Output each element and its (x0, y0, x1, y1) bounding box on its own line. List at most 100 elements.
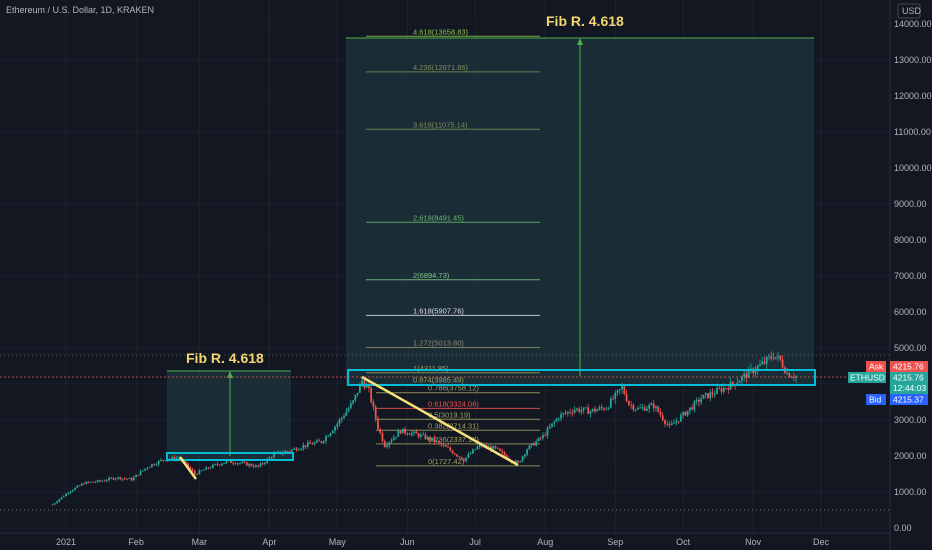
candle (754, 365, 757, 378)
candle (632, 403, 635, 413)
candle (720, 385, 723, 395)
candle (306, 439, 309, 449)
fib-level-label: 3.618(11075.14) (413, 120, 468, 129)
price-tick-label: 2000.00 (894, 451, 927, 461)
candle (141, 470, 144, 472)
price-tick-label: 0.00 (894, 523, 912, 533)
candle (772, 352, 775, 361)
candle (637, 405, 639, 411)
fib-small-zone (167, 371, 291, 459)
candle (777, 352, 779, 362)
bid-label: Bid (869, 395, 882, 405)
candle (591, 408, 594, 413)
candle (435, 440, 438, 444)
symbol-tag (848, 372, 886, 383)
candle (444, 443, 447, 447)
fib-level-label: 2(6894.73) (413, 271, 450, 280)
candle (476, 444, 479, 450)
candle (218, 464, 221, 467)
fib-level-label: 4.236(12671.86) (413, 63, 469, 72)
candle (162, 459, 165, 463)
candle (352, 399, 354, 406)
time-axis[interactable]: 2021 Feb Mar Apr May Jun Jul Aug Sep Oct Nov Dec (0, 532, 890, 547)
candle (580, 406, 583, 415)
candle (304, 445, 307, 450)
price-axis[interactable]: 0.001000.002000.003000.004000.005000.006… (889, 0, 932, 550)
candle (399, 430, 402, 435)
candle (664, 419, 666, 428)
fib-level-label: 1.272(5013.80) (413, 339, 464, 348)
candle (496, 447, 499, 450)
candle (727, 385, 730, 394)
candle (135, 474, 137, 478)
candle (164, 459, 167, 462)
price-tick-label: 10000.00 (894, 163, 932, 173)
candle (293, 446, 296, 450)
candle (322, 440, 325, 445)
candle (119, 476, 122, 481)
candle (65, 493, 67, 497)
price-tick-label: 13000.00 (894, 55, 932, 65)
candle (94, 480, 97, 484)
candle (377, 415, 379, 432)
candle (252, 463, 255, 469)
candle (51, 504, 54, 506)
fib-level-label: 2.618(8491.45) (413, 213, 464, 222)
candle (707, 393, 709, 399)
candle (555, 417, 558, 423)
candle (745, 371, 748, 383)
candle (96, 479, 99, 483)
candle (144, 468, 147, 472)
candle (78, 484, 81, 487)
candle (467, 451, 470, 459)
candle (130, 476, 133, 482)
candle (528, 444, 531, 450)
candle (618, 388, 621, 395)
candle (521, 455, 524, 463)
candle (334, 425, 336, 434)
time-tick-label: 2021 (56, 537, 76, 547)
currency-button[interactable]: USD (897, 3, 922, 19)
candle (101, 480, 104, 482)
ask-label: Ask (869, 362, 884, 372)
fib-retracement-levels: 4.618(13658.83) 4.236(12671.86) 3.618(1107… (366, 27, 540, 467)
candle (261, 462, 264, 466)
fib-level-label: 1.618(5907.76) (413, 306, 464, 315)
candle (216, 462, 219, 467)
fib-small-annotation: Fib R. 4.618 (186, 350, 264, 366)
candle (200, 470, 203, 472)
candle (300, 447, 302, 451)
ask-tag (866, 361, 886, 372)
drawings: Fib R. 4.618 Fib R. 4.618 (0, 13, 890, 511)
candle (768, 353, 770, 361)
candle (494, 445, 497, 450)
candle (600, 404, 603, 411)
candle (738, 379, 741, 383)
candle (345, 407, 348, 417)
candle (453, 452, 456, 455)
candle (691, 404, 694, 411)
candle (245, 461, 248, 466)
candle (779, 355, 782, 362)
candle (356, 392, 359, 397)
candle (60, 497, 63, 500)
candle (526, 448, 529, 457)
candle (338, 418, 341, 427)
time-tick-label: Mar (192, 537, 208, 547)
candle (388, 441, 391, 449)
time-tick-label: Oct (676, 537, 691, 547)
candle (239, 462, 241, 465)
candle (419, 432, 422, 440)
candle (523, 453, 526, 459)
candle (295, 446, 298, 452)
candle (709, 388, 712, 402)
candle (670, 420, 673, 426)
fib-level-label: 0.382(2714.31) (428, 421, 479, 430)
candle (761, 356, 764, 365)
candle (404, 426, 406, 436)
price-tick-label: 12000.00 (894, 91, 932, 101)
fib-level-label: 0.5(3019.19) (428, 410, 471, 419)
candle (438, 439, 440, 446)
fib-zones (167, 38, 814, 459)
